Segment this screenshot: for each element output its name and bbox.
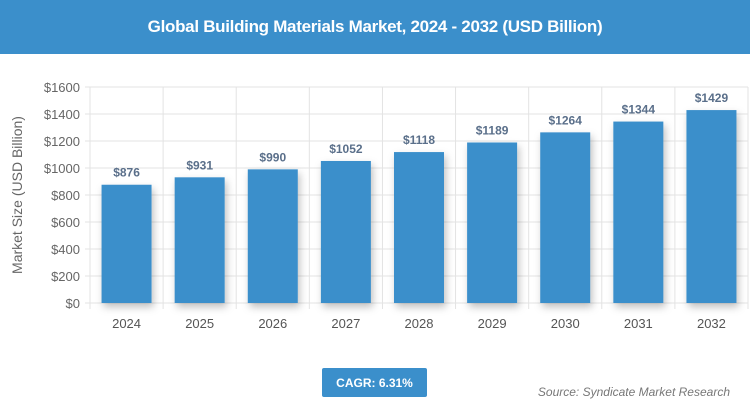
bar-2026 <box>247 169 298 303</box>
data-label-2026: $990 <box>259 150 286 164</box>
y-axis-label: Market Size (USD Billion) <box>9 116 25 274</box>
bar-2031 <box>613 121 664 303</box>
y-tick-label: $1200 <box>44 134 80 149</box>
data-label-2025: $931 <box>186 158 213 172</box>
bar-2025 <box>174 177 225 303</box>
bar-2027 <box>320 160 371 303</box>
y-tick-label: $800 <box>51 188 80 203</box>
y-tick-label: $600 <box>51 215 80 230</box>
chart-title: Global Building Materials Market, 2024 -… <box>147 17 603 36</box>
data-label-2032: $1429 <box>695 91 729 105</box>
y-tick-label: $200 <box>51 269 80 284</box>
bar-2032 <box>686 110 737 304</box>
data-label-2031: $1344 <box>622 103 656 117</box>
data-label-2024: $876 <box>113 166 140 180</box>
data-label-2028: $1118 <box>403 133 435 147</box>
bar-2030 <box>540 132 591 303</box>
x-tick-label: 2025 <box>185 316 214 331</box>
x-tick-label: 2024 <box>112 316 141 331</box>
x-tick-label: 2031 <box>624 316 653 331</box>
data-label-2027: $1052 <box>329 142 363 156</box>
x-tick-label: 2030 <box>551 316 580 331</box>
bar-2024 <box>101 184 152 303</box>
y-tick-label: $1400 <box>44 107 80 122</box>
x-tick-label: 2028 <box>405 316 434 331</box>
chart-title-banner: Global Building Materials Market, 2024 -… <box>0 0 750 54</box>
y-tick-label: $400 <box>51 242 80 257</box>
y-tick-label: $0 <box>66 296 80 311</box>
bar-2029 <box>467 142 518 303</box>
y-tick-label: $1600 <box>44 80 80 95</box>
x-tick-label: 2027 <box>331 316 360 331</box>
source-note: Source: Syndicate Market Research <box>537 385 730 399</box>
cagr-badge: CAGR: 6.31% <box>322 368 427 397</box>
y-tick-label: $1000 <box>44 161 80 176</box>
data-label-2029: $1189 <box>476 123 509 137</box>
x-tick-label: 2032 <box>697 316 726 331</box>
x-tick-label: 2026 <box>258 316 287 331</box>
bar-2028 <box>394 152 444 303</box>
data-label-2030: $1264 <box>549 113 583 127</box>
cagr-text: CAGR: 6.31% <box>336 375 413 390</box>
x-tick-label: 2029 <box>478 316 507 331</box>
